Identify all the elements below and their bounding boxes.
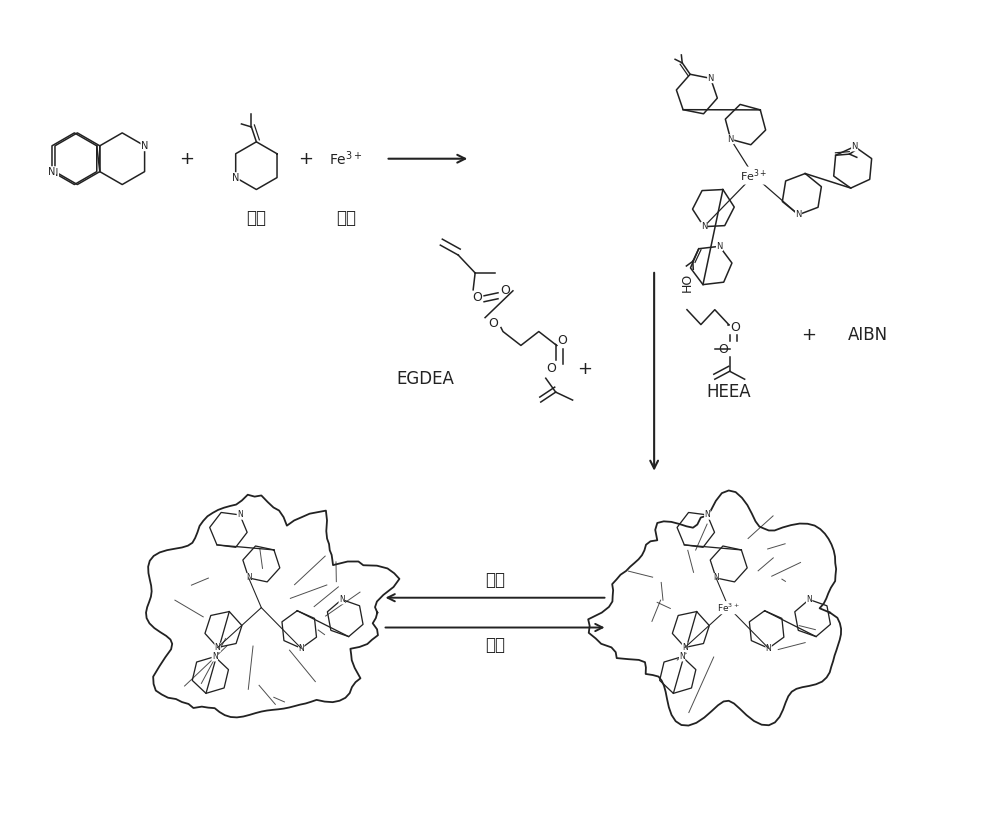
Text: N: N — [212, 652, 218, 661]
Text: +: + — [299, 150, 314, 168]
Text: +: + — [801, 325, 816, 343]
Text: N: N — [682, 643, 688, 652]
Text: 络合: 络合 — [485, 636, 505, 654]
Text: N: N — [795, 210, 802, 219]
Text: N: N — [728, 135, 734, 144]
Text: O: O — [488, 317, 498, 330]
Text: Fe$^{3+}$: Fe$^{3+}$ — [329, 149, 363, 168]
Text: N: N — [141, 141, 148, 151]
Text: N: N — [679, 652, 685, 661]
Text: N: N — [246, 573, 252, 582]
Text: N: N — [237, 510, 243, 519]
Text: +: + — [577, 360, 592, 378]
Text: N: N — [766, 644, 771, 653]
Text: N: N — [701, 222, 707, 231]
Text: O: O — [558, 334, 568, 347]
Text: Fe$^{3+}$: Fe$^{3+}$ — [740, 167, 767, 184]
Text: N: N — [716, 242, 723, 251]
Text: N: N — [339, 595, 345, 604]
Text: 模板: 模板 — [336, 210, 356, 228]
Text: O: O — [718, 343, 728, 356]
Text: N: N — [298, 644, 304, 653]
Text: N: N — [851, 142, 858, 151]
Text: N: N — [806, 595, 812, 604]
Text: EGDEA: EGDEA — [396, 370, 454, 388]
Text: O: O — [546, 362, 556, 375]
Text: HO: HO — [680, 274, 693, 292]
Text: +: + — [179, 150, 194, 168]
Text: 除去: 除去 — [485, 571, 505, 589]
Text: O: O — [472, 292, 482, 305]
Text: 单体: 单体 — [246, 210, 266, 228]
Text: AIBN: AIBN — [848, 325, 888, 343]
Text: N: N — [215, 643, 220, 652]
Text: Fe$^{3+}$: Fe$^{3+}$ — [717, 601, 740, 614]
Text: HEEA: HEEA — [706, 383, 751, 401]
Text: N: N — [48, 166, 56, 177]
Text: N: N — [713, 573, 719, 582]
Text: N: N — [707, 74, 714, 83]
Text: O: O — [500, 284, 510, 297]
Text: N: N — [51, 168, 59, 178]
Text: N: N — [232, 173, 239, 183]
Text: N: N — [704, 510, 710, 519]
Text: O: O — [730, 321, 740, 334]
